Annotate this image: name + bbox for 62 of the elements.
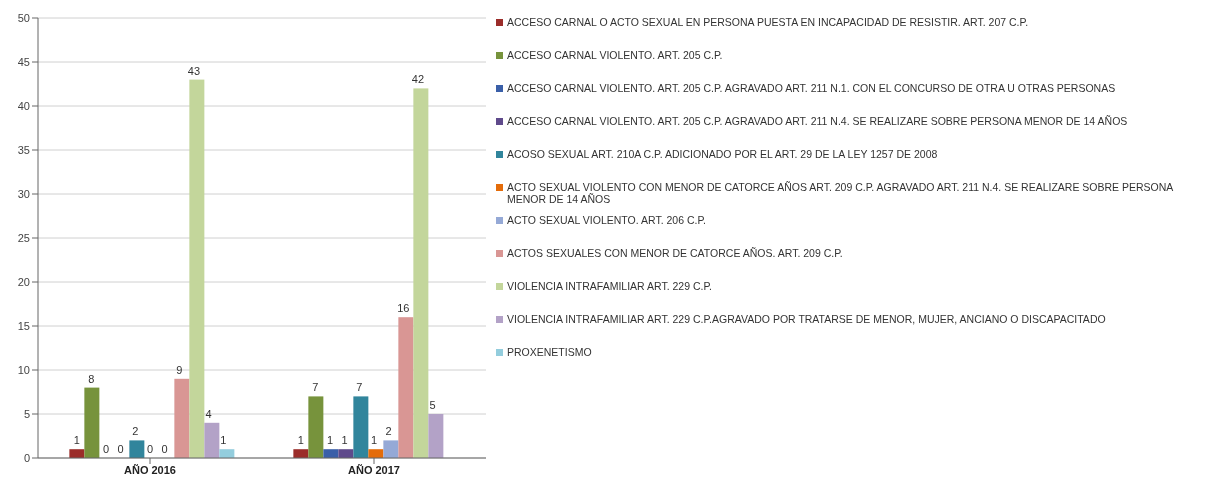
y-tick-label: 40 xyxy=(17,99,30,112)
bar xyxy=(219,449,235,458)
bar xyxy=(308,396,324,458)
data-label: 8 xyxy=(88,372,95,385)
bar xyxy=(428,414,444,458)
x-tick-label: AÑO 2016 xyxy=(124,463,176,476)
bar xyxy=(338,449,354,458)
bar xyxy=(368,449,384,458)
bar xyxy=(174,378,190,458)
y-tick-label: 50 xyxy=(17,11,30,24)
legend-label: ACCESO CARNAL VIOLENTO. ART. 205 C.P. xyxy=(507,49,723,61)
data-label: 1 xyxy=(220,434,227,447)
bar xyxy=(413,88,429,458)
data-label: 1 xyxy=(297,434,304,447)
bar xyxy=(293,449,309,458)
y-tick-label: 25 xyxy=(17,231,30,244)
data-label: 0 xyxy=(102,443,110,455)
data-label: 43 xyxy=(187,64,201,77)
bar xyxy=(204,422,220,458)
legend-label: VIOLENCIA INTRAFAMILIAR ART. 229 C.P. xyxy=(507,280,713,292)
bar xyxy=(383,440,399,458)
bar xyxy=(129,440,145,458)
data-label: 42 xyxy=(411,73,425,86)
y-tick-label: 20 xyxy=(17,275,30,288)
legend-label: ACTO SEXUAL VIOLENTO. ART. 206 C.P. xyxy=(507,214,707,226)
legend-label: ACTOS SEXUALES CON MENOR DE CATORCE AÑOS. ART. 209 C.P. xyxy=(507,247,843,259)
y-tick-label: 15 xyxy=(17,319,30,332)
legend-label: ACCESO CARNAL VIOLENTO. ART. 205 C.P. AGRAVADO ART. 211 N.4. SE REALIZARE SOBRE PERSONA MENOR DE 14 AÑOS xyxy=(507,115,1128,127)
y-tick-label: 10 xyxy=(17,363,30,376)
bar xyxy=(398,317,414,458)
bar xyxy=(69,449,85,458)
data-label: 2 xyxy=(132,425,139,438)
data-label: 7 xyxy=(356,381,363,394)
data-label: 1 xyxy=(370,434,378,447)
legend-label: ACOSO SEXUAL ART. 210A C.P. ADICIONADO POR EL ART. 29 DE LA LEY 1257 DE 2008 xyxy=(507,148,938,160)
bar xyxy=(189,79,205,458)
bar xyxy=(84,387,100,458)
data-label: 0 xyxy=(146,443,154,455)
data-label: 1 xyxy=(73,434,80,447)
legend-label: ACTO SEXUAL VIOLENTO CON MENOR DE CATORCE AÑOS ART. 209 C.P. AGRAVADO ART. 211 N.4. SE REALIZARE SOBRE PERSONA MENOR DE 14 AÑOS xyxy=(507,181,1174,205)
data-label: 5 xyxy=(429,399,436,411)
data-label: 2 xyxy=(385,425,392,438)
data-label: 4 xyxy=(205,407,212,420)
x-tick-label: AÑO 2017 xyxy=(348,463,400,476)
y-tick-label: 0 xyxy=(23,451,30,464)
y-tick-label: 5 xyxy=(23,407,30,420)
data-label: 1 xyxy=(341,434,348,447)
legend-label: VIOLENCIA INTRAFAMILIAR ART. 229 C.P.AGRAVADO POR TRATARSE DE MENOR, MUJER, ANCIANO O DISCAPACITADO xyxy=(507,313,1106,325)
data-label: 16 xyxy=(397,302,410,315)
legend-label: PROXENETISMO xyxy=(507,346,592,358)
data-label: 0 xyxy=(161,443,168,455)
legend-label: ACCESO CARNAL O ACTO SEXUAL EN PERSONA PUESTA EN INCAPACIDAD DE RESISTIR. ART. 207 C.P. xyxy=(507,16,1029,28)
data-label: 1 xyxy=(326,434,334,447)
y-tick-label: 45 xyxy=(17,55,30,68)
legend-label: ACCESO CARNAL VIOLENTO. ART. 205 C.P. AGRAVADO ART. 211 N.1. CON EL CONCURSO DE OTRA U OTRAS PERSONAS xyxy=(507,82,1116,94)
bar xyxy=(323,449,339,458)
data-label: 0 xyxy=(117,443,124,455)
data-label: 7 xyxy=(312,381,319,394)
bar xyxy=(353,396,369,458)
y-tick-label: 35 xyxy=(17,143,30,156)
data-label: 9 xyxy=(176,363,183,376)
y-tick-label: 30 xyxy=(17,187,30,200)
